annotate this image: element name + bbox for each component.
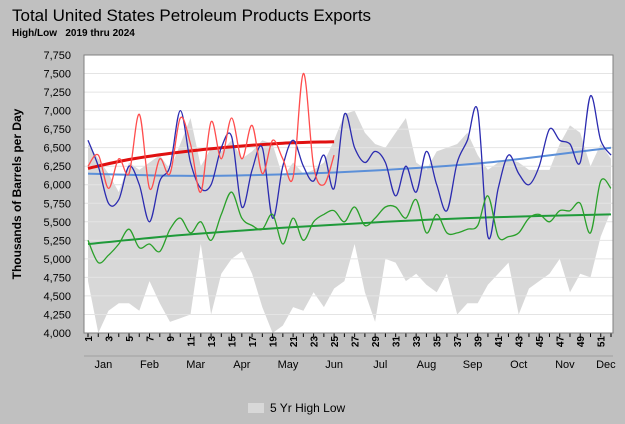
y-tick-label: 6,000 bbox=[43, 180, 71, 192]
x-tick-label: 1 bbox=[84, 336, 95, 342]
x-tick-label: 43 bbox=[515, 336, 526, 348]
month-label: Apr bbox=[233, 359, 250, 371]
series-line-blue bbox=[87, 95, 612, 240]
x-tick-label: 29 bbox=[371, 336, 382, 348]
y-tick-label: 4,500 bbox=[43, 291, 71, 303]
x-tick-label: 41 bbox=[494, 336, 505, 348]
legend: 5 Yr High Low bbox=[248, 401, 345, 415]
chart-subtitle: High/Low 2019 thru 2024 bbox=[12, 28, 135, 39]
x-tick-label: 33 bbox=[412, 336, 423, 348]
month-label: Jul bbox=[373, 359, 387, 371]
plot-border bbox=[83, 54, 614, 334]
y-tick-label: 7,250 bbox=[43, 87, 71, 99]
y-tick-label: 5,750 bbox=[43, 198, 71, 210]
month-label: May bbox=[278, 359, 299, 371]
y-tick-label: 5,500 bbox=[43, 217, 71, 229]
legend-swatch-band bbox=[248, 403, 264, 413]
y-axis-label: Thousands of Barrels per Day bbox=[10, 108, 24, 279]
x-tick-label: 17 bbox=[248, 336, 259, 348]
x-tick-label: 47 bbox=[556, 336, 567, 348]
x-tick-label: 19 bbox=[269, 336, 280, 348]
x-tick-label: 45 bbox=[535, 336, 546, 348]
chart-title: Total United States Petroleum Products E… bbox=[12, 6, 372, 25]
y-tick-label: 7,000 bbox=[43, 106, 71, 118]
trend-line-green bbox=[87, 213, 612, 245]
y-tick-label: 4,250 bbox=[43, 309, 71, 321]
series-line-red bbox=[87, 72, 335, 193]
y-tick-label: 7,750 bbox=[43, 50, 71, 62]
month-label: Jan bbox=[95, 359, 113, 371]
legend-label-band: 5 Yr High Low bbox=[270, 401, 346, 415]
x-tick-label: 31 bbox=[392, 336, 403, 348]
x-tick-label: 3 bbox=[105, 336, 116, 342]
month-label: Oct bbox=[510, 359, 527, 371]
x-tick-label: 11 bbox=[187, 336, 198, 347]
y-tick-label: 5,250 bbox=[43, 235, 71, 247]
trend-line-red bbox=[87, 140, 335, 170]
x-tick-label: 15 bbox=[228, 336, 239, 348]
trend-line-blue bbox=[87, 146, 612, 177]
y-tick-label: 5,000 bbox=[43, 254, 71, 266]
y-tick-label: 4,750 bbox=[43, 272, 71, 284]
month-label: Aug bbox=[417, 359, 437, 371]
month-label: Dec bbox=[596, 359, 616, 371]
x-tick-label: 37 bbox=[453, 336, 464, 348]
x-tick-label: 13 bbox=[207, 336, 218, 348]
x-tick-label: 21 bbox=[289, 336, 300, 348]
y-tick-label: 4,000 bbox=[43, 328, 71, 340]
month-label: Mar bbox=[186, 359, 205, 371]
y-tick-label: 6,500 bbox=[43, 143, 71, 155]
x-tick-label: 49 bbox=[576, 336, 587, 348]
month-label: Nov bbox=[555, 359, 575, 371]
x-tick-label: 5 bbox=[125, 336, 136, 342]
y-tick-label: 6,250 bbox=[43, 161, 71, 173]
y-tick-label: 7,500 bbox=[43, 69, 71, 81]
month-label: Sep bbox=[463, 359, 483, 371]
y-tick-label: 6,750 bbox=[43, 124, 71, 136]
x-tick-label: 7 bbox=[146, 336, 157, 342]
x-tick-label: 39 bbox=[474, 336, 485, 348]
series-line-green bbox=[87, 178, 612, 264]
month-label: Jun bbox=[325, 359, 343, 371]
x-tick-label: 27 bbox=[351, 336, 362, 348]
x-tick-label: 23 bbox=[310, 336, 321, 348]
month-label: Feb bbox=[140, 359, 159, 371]
x-tick-label: 35 bbox=[433, 336, 444, 348]
x-tick-label: 51 bbox=[597, 336, 608, 348]
x-tick-label: 9 bbox=[166, 336, 177, 342]
x-tick-label: 25 bbox=[330, 336, 341, 348]
